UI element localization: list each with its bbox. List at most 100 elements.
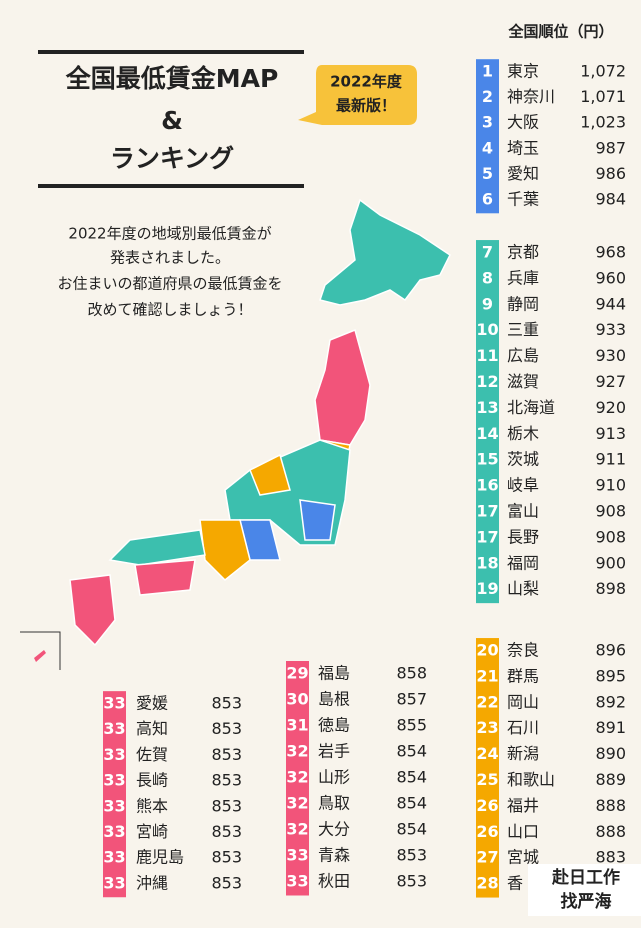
rank-badge — [286, 661, 309, 688]
rank-badge — [476, 550, 499, 578]
wage: 891 — [595, 718, 626, 737]
rank-badge — [476, 767, 499, 794]
rank-badge — [103, 742, 126, 769]
wage: 855 — [396, 716, 427, 735]
wage: 968 — [595, 243, 626, 262]
watermark-bg — [528, 864, 641, 916]
wage: 987 — [595, 138, 626, 157]
wage: 930 — [595, 346, 626, 365]
prefecture: 京都 — [507, 243, 539, 262]
wage: 986 — [595, 164, 626, 183]
prefecture: 奈良 — [507, 641, 539, 660]
prefecture: 三重 — [507, 320, 539, 339]
wage: 853 — [211, 771, 242, 790]
rank-number: 21 — [476, 666, 498, 685]
rank-number: 32 — [286, 768, 308, 787]
rank-number: 32 — [286, 742, 308, 761]
rank-badge — [476, 84, 499, 111]
rank-badge — [476, 291, 499, 319]
rank-number: 27 — [476, 848, 498, 867]
prefecture: 岡山 — [507, 692, 539, 711]
rank-badge — [476, 317, 499, 345]
prefecture: 島根 — [318, 690, 350, 709]
rank-number: 10 — [476, 320, 498, 339]
badge-text: 最新版！ — [336, 97, 396, 115]
rank-number: 33 — [286, 872, 308, 891]
rank-number: 18 — [476, 553, 498, 572]
rank-badge — [476, 638, 499, 665]
wage: 853 — [211, 822, 242, 841]
rank-badge — [286, 869, 309, 896]
wage: 888 — [595, 822, 626, 841]
rank-number: 14 — [476, 424, 498, 443]
rank-number: 33 — [103, 745, 125, 764]
rank-number: 16 — [476, 476, 498, 495]
rank-badge — [103, 819, 126, 846]
wage: 1,072 — [580, 62, 626, 81]
rank-number: 33 — [286, 846, 308, 865]
rank-number: 17 — [476, 527, 498, 546]
wage: 883 — [595, 848, 626, 867]
wage: 854 — [396, 794, 427, 813]
rank-badge — [476, 110, 499, 137]
rank-badge — [476, 343, 499, 371]
rank-number: 1 — [482, 62, 493, 81]
prefecture: 熊本 — [136, 796, 168, 815]
prefecture: 兵庫 — [507, 268, 539, 287]
watermark: 找严海 — [561, 891, 612, 912]
prefecture: 岩手 — [318, 742, 350, 761]
rank-badge — [103, 871, 126, 898]
prefecture: 徳島 — [318, 716, 350, 735]
rank-number: 5 — [482, 164, 493, 183]
rank-badge — [286, 843, 309, 870]
rank-badge — [476, 715, 499, 743]
rank-badge — [286, 713, 309, 740]
badge-text: 2022年度 — [330, 73, 403, 91]
wage: 892 — [595, 692, 626, 711]
wage: 857 — [396, 690, 427, 709]
intro-line: 改めて確認しましょう！ — [87, 301, 252, 319]
wage: 908 — [595, 527, 626, 546]
prefecture: 愛媛 — [136, 694, 168, 713]
rank-badge — [476, 59, 499, 86]
wage: 913 — [595, 424, 626, 443]
wage: 920 — [595, 398, 626, 417]
rank-badge — [286, 739, 309, 766]
prefecture: 茨城 — [507, 450, 539, 469]
wage: 890 — [595, 744, 626, 763]
rank-badge — [103, 716, 126, 744]
prefecture: 富山 — [507, 502, 539, 521]
rank-number: 33 — [103, 719, 125, 738]
wage: 853 — [211, 796, 242, 815]
prefecture: 滋賀 — [507, 372, 539, 391]
prefecture: 山梨 — [507, 579, 539, 598]
prefecture: 群馬 — [507, 666, 539, 685]
title: 全国最低賃金MAP — [65, 64, 279, 93]
rank-badge — [476, 240, 499, 267]
prefecture: 大阪 — [507, 113, 539, 132]
rank-badge — [476, 265, 499, 293]
rank-badge — [476, 447, 499, 474]
rank-badge — [476, 871, 499, 898]
wage: 854 — [396, 820, 427, 839]
rank-number: 20 — [476, 641, 498, 660]
wage: 853 — [211, 694, 242, 713]
rank-badge — [476, 845, 499, 872]
prefecture: 青森 — [318, 846, 350, 865]
okinawa — [34, 650, 46, 662]
wage: 960 — [595, 268, 626, 287]
prefecture: 福岡 — [507, 553, 539, 572]
rank-number: 3 — [482, 113, 493, 132]
prefecture: 宮城 — [507, 848, 539, 867]
prefecture: 鹿児島 — [136, 848, 184, 867]
prefecture: 北海道 — [507, 398, 555, 417]
rank-badge — [103, 793, 126, 821]
prefecture: 千葉 — [507, 190, 539, 209]
wage: 984 — [595, 190, 626, 209]
prefecture: 山口 — [507, 822, 539, 841]
rank-number: 19 — [476, 579, 498, 598]
wage: 900 — [595, 553, 626, 572]
rank-badge — [286, 817, 309, 844]
intro-line: お住まいの都道府県の最低賃金を — [57, 275, 282, 293]
prefecture: 沖縄 — [136, 873, 168, 892]
